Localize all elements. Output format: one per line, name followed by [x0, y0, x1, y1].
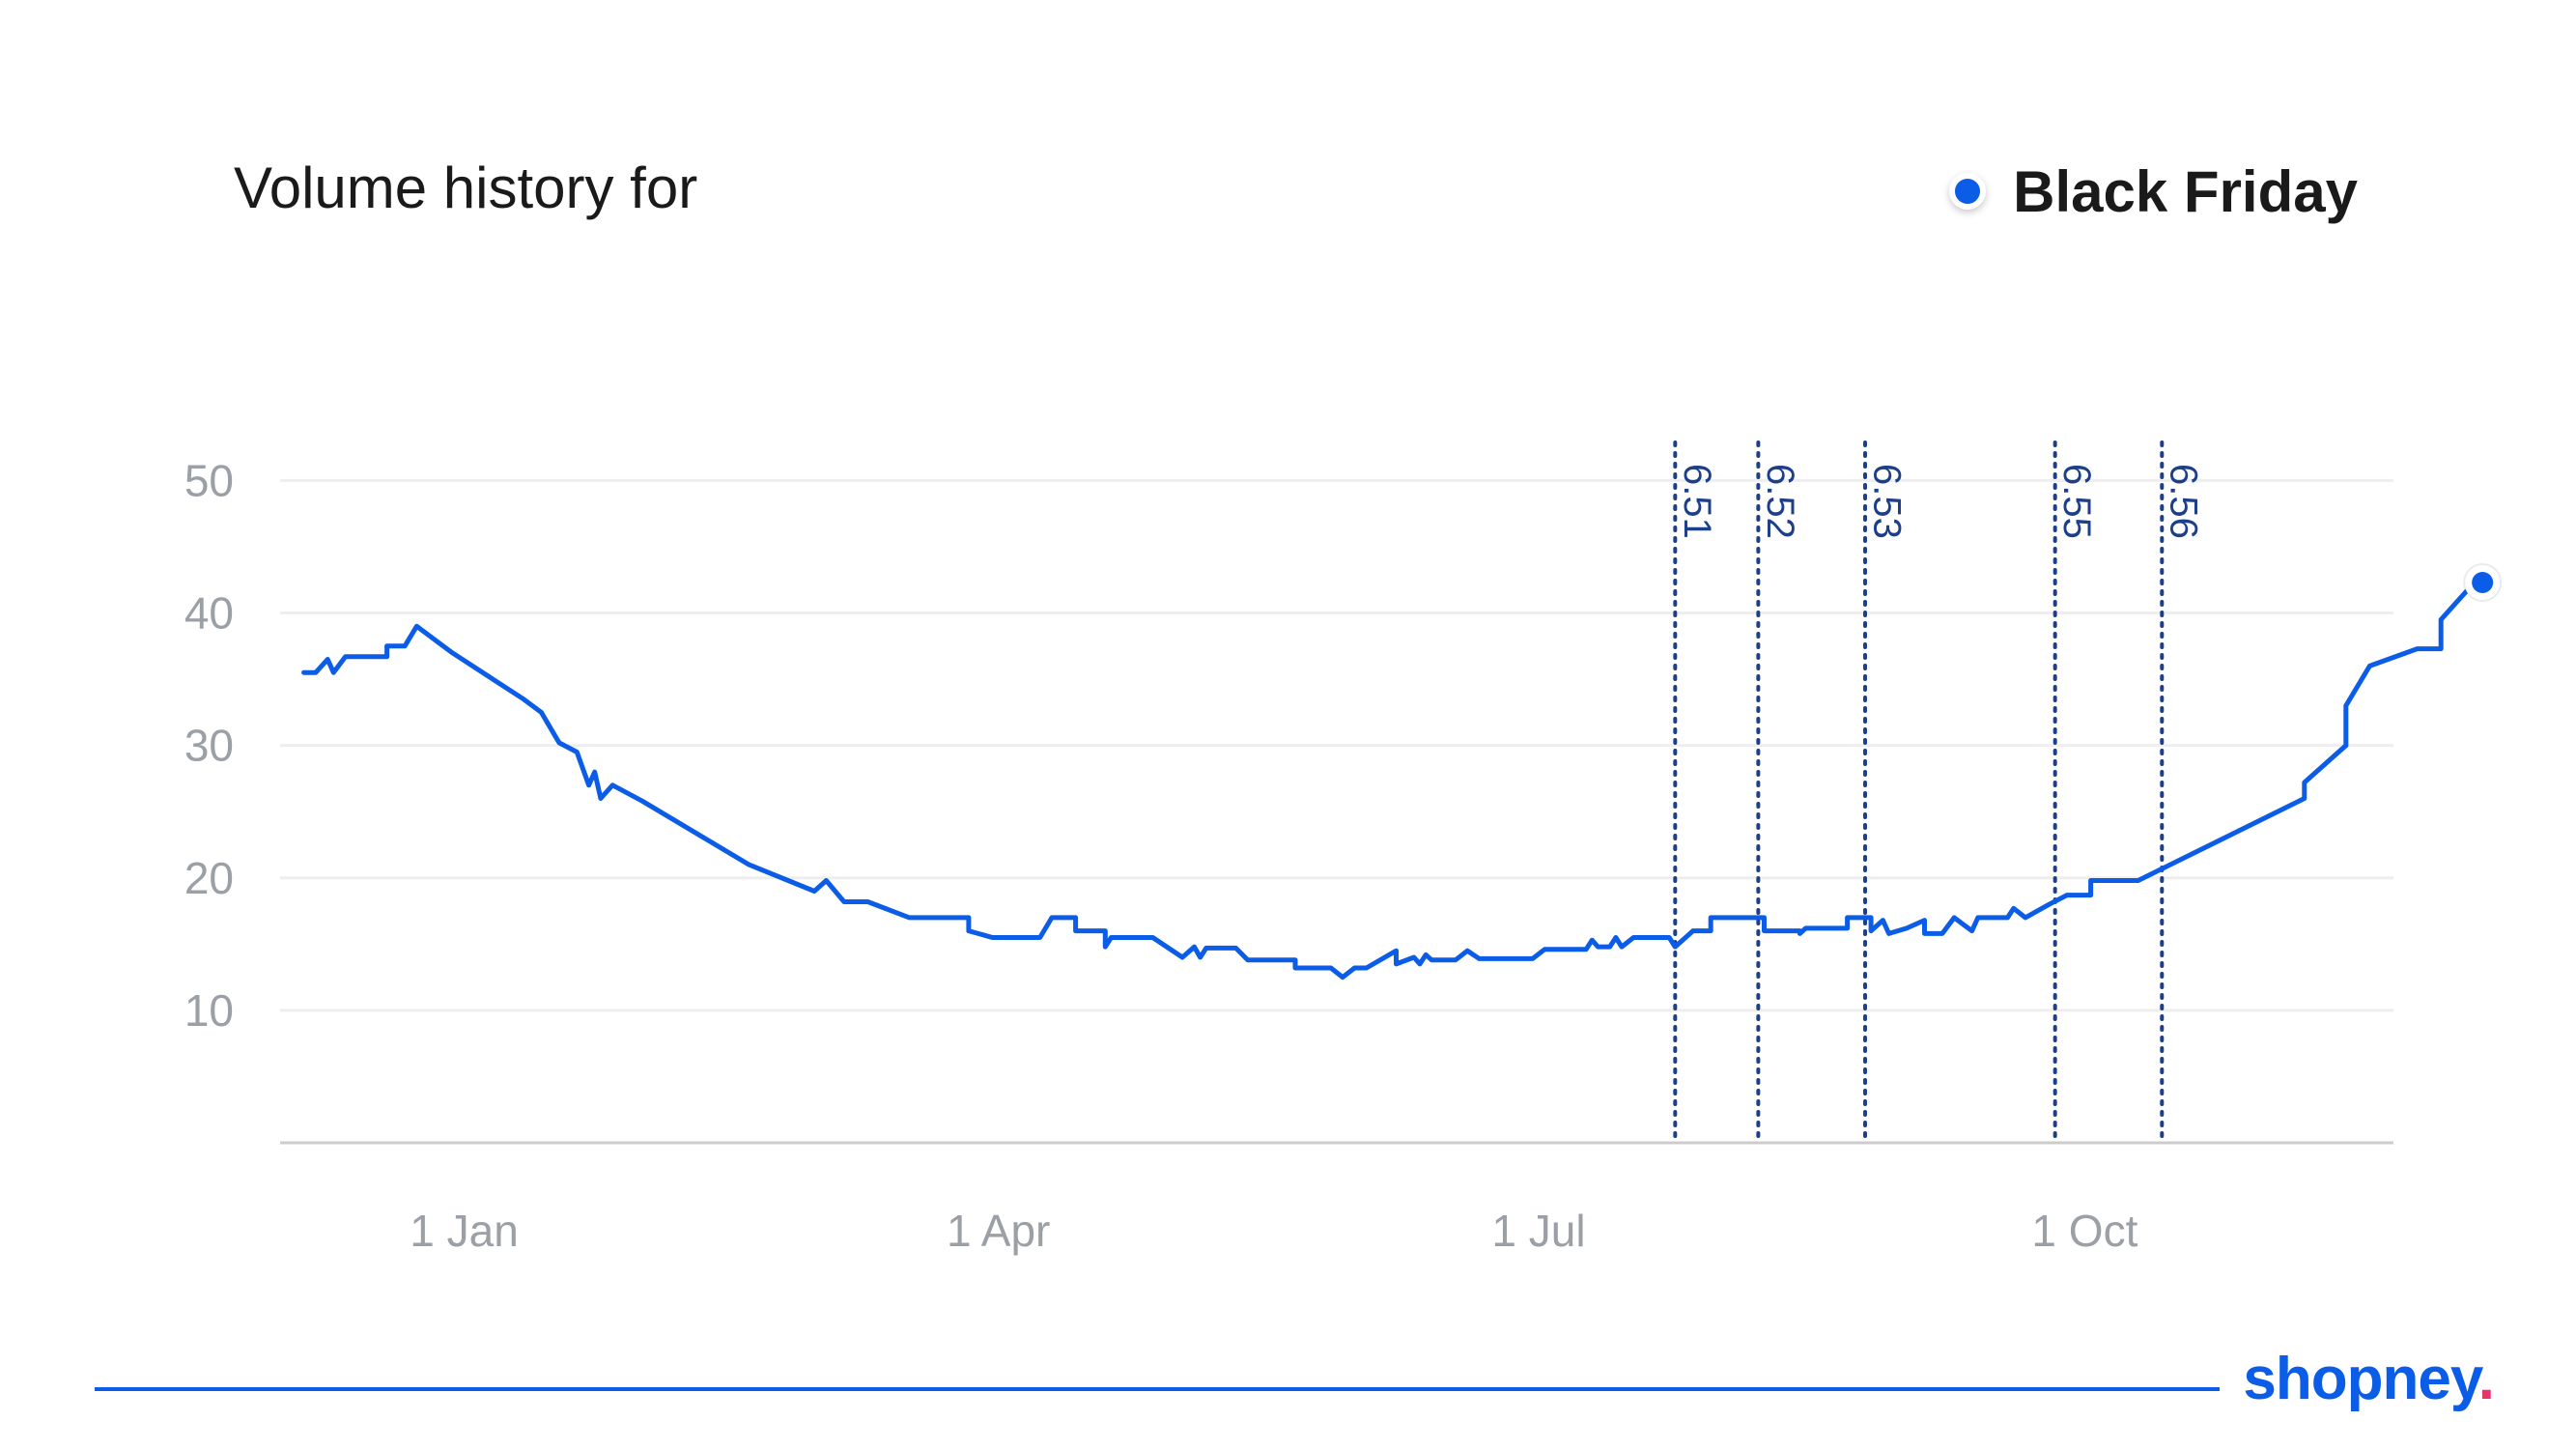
- footer-divider: [95, 1387, 2220, 1391]
- y-tick-label-30: 30: [184, 721, 234, 771]
- series-layer: [301, 563, 2503, 981]
- release-label-2: 6.53: [1865, 464, 1908, 539]
- x-tick-label-3: 1 Oct: [2031, 1206, 2137, 1256]
- release-label-3: 6.55: [2055, 464, 2098, 539]
- brand-logo: shopney.: [2243, 1345, 2495, 1413]
- release-annotations: 6.51 6.52 6.53 6.55 6.56: [1673, 441, 2205, 1145]
- y-tick-label-40: 40: [184, 588, 234, 639]
- grid-layer: [280, 478, 2393, 1012]
- x-tick-label-2: 1 Jul: [1491, 1206, 1585, 1256]
- release-label-0: 6.51: [1676, 464, 1718, 539]
- y-tick-label-20: 20: [184, 853, 234, 903]
- x-tick-label-0: 1 Jan: [410, 1206, 519, 1256]
- axis-layer: 10 20 30 40 50 1 Jan 1 Apr 1 Jul 1 Oct: [184, 455, 2393, 1256]
- y-tick-label-50: 50: [184, 455, 234, 505]
- y-tick-label-10: 10: [184, 985, 234, 1036]
- release-label-1: 6.52: [1759, 464, 1801, 539]
- brand-name: shopney: [2243, 1346, 2478, 1412]
- x-tick-label-1: 1 Apr: [947, 1206, 1050, 1256]
- series-line-black-friday: [301, 583, 2474, 981]
- legend-label: Black Friday: [2013, 158, 2358, 224]
- chart-title: Volume history for: [234, 156, 698, 220]
- brand-dot: .: [2477, 1346, 2495, 1412]
- release-label-4: 6.56: [2163, 464, 2205, 539]
- legend-marker-dot: [1949, 173, 1987, 210]
- legend: Black Friday: [1949, 153, 2358, 230]
- series-end-marker: [2472, 572, 2494, 594]
